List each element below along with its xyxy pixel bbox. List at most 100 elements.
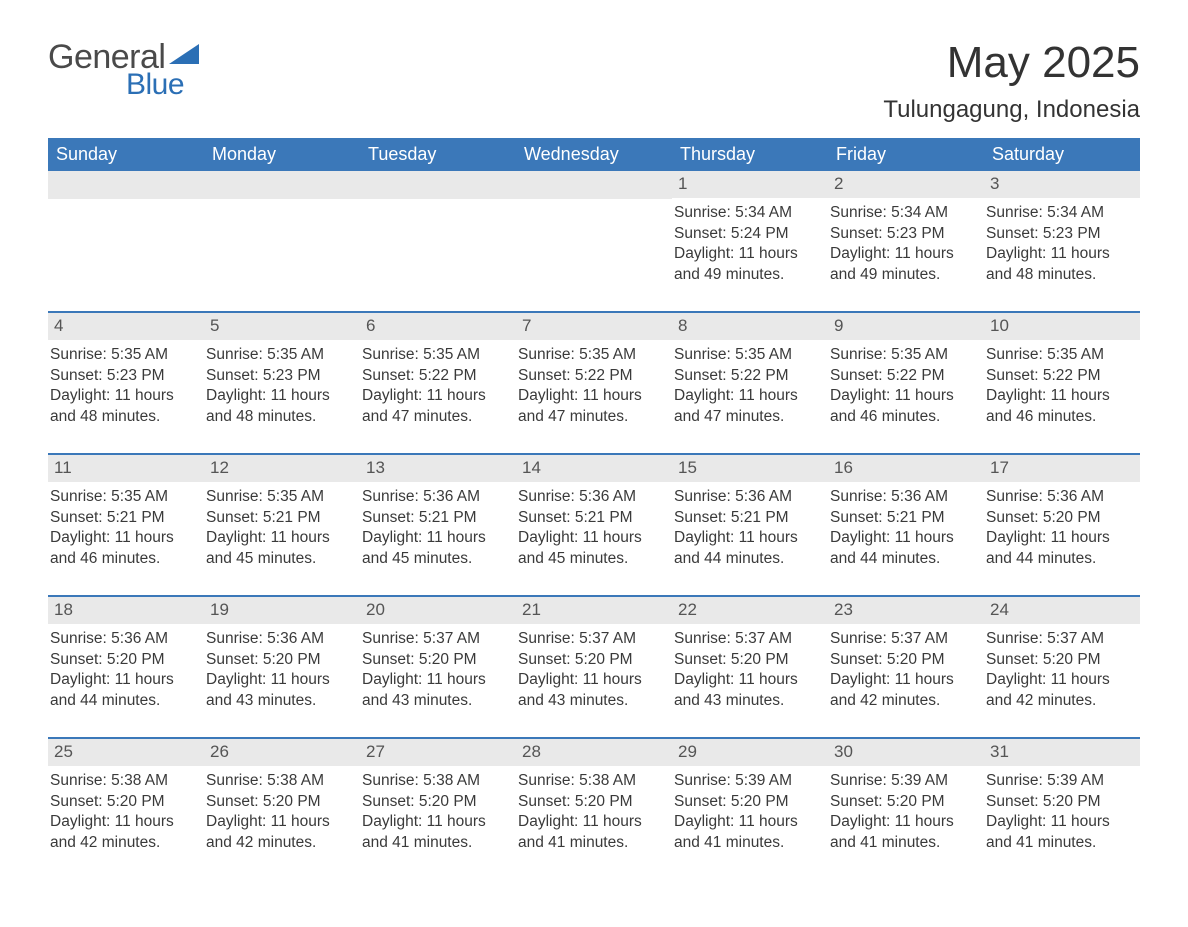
day-info-line: Sunrise: 5:35 AM <box>206 487 354 508</box>
day-info-line: Sunrise: 5:35 AM <box>50 487 198 508</box>
day-cell: 26Sunrise: 5:38 AMSunset: 5:20 PMDayligh… <box>204 738 360 879</box>
day-info-line: Sunrise: 5:35 AM <box>362 345 510 366</box>
day-header: Thursday <box>672 138 828 171</box>
day-cell: 11Sunrise: 5:35 AMSunset: 5:21 PMDayligh… <box>48 454 204 596</box>
day-body: Sunrise: 5:35 AMSunset: 5:22 PMDaylight:… <box>828 340 984 429</box>
week-row: 25Sunrise: 5:38 AMSunset: 5:20 PMDayligh… <box>48 738 1140 879</box>
day-info-line: Sunrise: 5:35 AM <box>986 345 1134 366</box>
day-info-line: Sunset: 5:21 PM <box>674 508 822 529</box>
day-header: Friday <box>828 138 984 171</box>
day-number: 23 <box>828 597 984 623</box>
day-info-line: Sunset: 5:22 PM <box>986 366 1134 387</box>
day-cell: 27Sunrise: 5:38 AMSunset: 5:20 PMDayligh… <box>360 738 516 879</box>
day-number: 6 <box>360 313 516 339</box>
day-body: Sunrise: 5:37 AMSunset: 5:20 PMDaylight:… <box>984 624 1140 713</box>
day-body: Sunrise: 5:35 AMSunset: 5:21 PMDaylight:… <box>48 482 204 571</box>
calendar-header-row: Sunday Monday Tuesday Wednesday Thursday… <box>48 138 1140 171</box>
day-body: Sunrise: 5:34 AMSunset: 5:23 PMDaylight:… <box>984 198 1140 287</box>
day-info-line: Sunset: 5:20 PM <box>674 650 822 671</box>
header-row: General Blue May 2025 Tulungagung, Indon… <box>48 40 1140 124</box>
week-row: 11Sunrise: 5:35 AMSunset: 5:21 PMDayligh… <box>48 454 1140 596</box>
calendar-table: Sunday Monday Tuesday Wednesday Thursday… <box>48 138 1140 879</box>
day-body: Sunrise: 5:35 AMSunset: 5:22 PMDaylight:… <box>672 340 828 429</box>
day-body: Sunrise: 5:36 AMSunset: 5:21 PMDaylight:… <box>516 482 672 571</box>
title-month: May 2025 <box>883 40 1140 86</box>
day-info-line: Sunset: 5:23 PM <box>830 224 978 245</box>
day-info-line: Sunrise: 5:37 AM <box>986 629 1134 650</box>
day-info-line: Daylight: 11 hours and 45 minutes. <box>206 528 354 570</box>
day-number: 14 <box>516 455 672 481</box>
day-number <box>360 171 516 199</box>
day-cell: 7Sunrise: 5:35 AMSunset: 5:22 PMDaylight… <box>516 312 672 454</box>
day-cell: 22Sunrise: 5:37 AMSunset: 5:20 PMDayligh… <box>672 596 828 738</box>
day-info-line: Sunset: 5:22 PM <box>518 366 666 387</box>
logo-triangle-icon <box>169 42 199 68</box>
day-number: 21 <box>516 597 672 623</box>
day-info-line: Sunrise: 5:36 AM <box>830 487 978 508</box>
day-body: Sunrise: 5:35 AMSunset: 5:22 PMDaylight:… <box>360 340 516 429</box>
day-info-line: Daylight: 11 hours and 45 minutes. <box>362 528 510 570</box>
day-info-line: Daylight: 11 hours and 43 minutes. <box>518 670 666 712</box>
day-cell: 12Sunrise: 5:35 AMSunset: 5:21 PMDayligh… <box>204 454 360 596</box>
day-cell: 10Sunrise: 5:35 AMSunset: 5:22 PMDayligh… <box>984 312 1140 454</box>
day-info-line: Sunrise: 5:38 AM <box>362 771 510 792</box>
day-number: 4 <box>48 313 204 339</box>
day-info-line: Sunset: 5:20 PM <box>830 650 978 671</box>
day-info-line: Sunset: 5:22 PM <box>674 366 822 387</box>
day-info-line: Daylight: 11 hours and 47 minutes. <box>674 386 822 428</box>
day-body: Sunrise: 5:39 AMSunset: 5:20 PMDaylight:… <box>984 766 1140 855</box>
day-header: Saturday <box>984 138 1140 171</box>
day-info-line: Daylight: 11 hours and 43 minutes. <box>674 670 822 712</box>
day-body: Sunrise: 5:37 AMSunset: 5:20 PMDaylight:… <box>516 624 672 713</box>
title-location: Tulungagung, Indonesia <box>883 96 1140 124</box>
day-cell: 29Sunrise: 5:39 AMSunset: 5:20 PMDayligh… <box>672 738 828 879</box>
day-info-line: Sunrise: 5:35 AM <box>206 345 354 366</box>
day-info-line: Daylight: 11 hours and 49 minutes. <box>674 244 822 286</box>
day-info-line: Sunrise: 5:36 AM <box>206 629 354 650</box>
day-cell: 25Sunrise: 5:38 AMSunset: 5:20 PMDayligh… <box>48 738 204 879</box>
title-block: May 2025 Tulungagung, Indonesia <box>883 40 1140 124</box>
day-number: 16 <box>828 455 984 481</box>
day-info-line: Sunset: 5:23 PM <box>986 224 1134 245</box>
day-info-line: Sunrise: 5:37 AM <box>518 629 666 650</box>
day-info-line: Daylight: 11 hours and 47 minutes. <box>518 386 666 428</box>
day-info-line: Sunset: 5:21 PM <box>830 508 978 529</box>
calendar-body: 1Sunrise: 5:34 AMSunset: 5:24 PMDaylight… <box>48 171 1140 879</box>
day-body: Sunrise: 5:35 AMSunset: 5:23 PMDaylight:… <box>48 340 204 429</box>
day-info-line: Sunrise: 5:36 AM <box>986 487 1134 508</box>
day-info-line: Sunset: 5:20 PM <box>362 792 510 813</box>
day-info-line: Sunset: 5:22 PM <box>362 366 510 387</box>
day-number: 18 <box>48 597 204 623</box>
day-info-line: Daylight: 11 hours and 42 minutes. <box>986 670 1134 712</box>
day-info-line: Sunset: 5:20 PM <box>518 650 666 671</box>
day-info-line: Sunset: 5:20 PM <box>206 792 354 813</box>
day-cell: 21Sunrise: 5:37 AMSunset: 5:20 PMDayligh… <box>516 596 672 738</box>
day-body: Sunrise: 5:36 AMSunset: 5:20 PMDaylight:… <box>984 482 1140 571</box>
day-info-line: Sunrise: 5:39 AM <box>986 771 1134 792</box>
day-cell: 6Sunrise: 5:35 AMSunset: 5:22 PMDaylight… <box>360 312 516 454</box>
day-body: Sunrise: 5:37 AMSunset: 5:20 PMDaylight:… <box>672 624 828 713</box>
day-body: Sunrise: 5:35 AMSunset: 5:21 PMDaylight:… <box>204 482 360 571</box>
day-info-line: Sunrise: 5:34 AM <box>674 203 822 224</box>
day-cell: 14Sunrise: 5:36 AMSunset: 5:21 PMDayligh… <box>516 454 672 596</box>
day-info-line: Sunrise: 5:38 AM <box>206 771 354 792</box>
logo-text-blue: Blue <box>126 68 184 102</box>
day-number: 3 <box>984 171 1140 197</box>
day-info-line: Daylight: 11 hours and 47 minutes. <box>362 386 510 428</box>
day-info-line: Daylight: 11 hours and 41 minutes. <box>362 812 510 854</box>
day-info-line: Sunrise: 5:34 AM <box>830 203 978 224</box>
day-number <box>48 171 204 199</box>
calendar-page: General Blue May 2025 Tulungagung, Indon… <box>0 0 1188 927</box>
day-info-line: Sunset: 5:20 PM <box>518 792 666 813</box>
day-info-line: Sunrise: 5:37 AM <box>674 629 822 650</box>
day-cell: 20Sunrise: 5:37 AMSunset: 5:20 PMDayligh… <box>360 596 516 738</box>
day-info-line: Daylight: 11 hours and 44 minutes. <box>986 528 1134 570</box>
day-cell: 24Sunrise: 5:37 AMSunset: 5:20 PMDayligh… <box>984 596 1140 738</box>
day-body: Sunrise: 5:36 AMSunset: 5:20 PMDaylight:… <box>48 624 204 713</box>
day-cell <box>48 171 204 312</box>
day-number <box>204 171 360 199</box>
day-info-line: Daylight: 11 hours and 43 minutes. <box>362 670 510 712</box>
day-info-line: Sunrise: 5:37 AM <box>362 629 510 650</box>
week-row: 4Sunrise: 5:35 AMSunset: 5:23 PMDaylight… <box>48 312 1140 454</box>
day-info-line: Daylight: 11 hours and 49 minutes. <box>830 244 978 286</box>
